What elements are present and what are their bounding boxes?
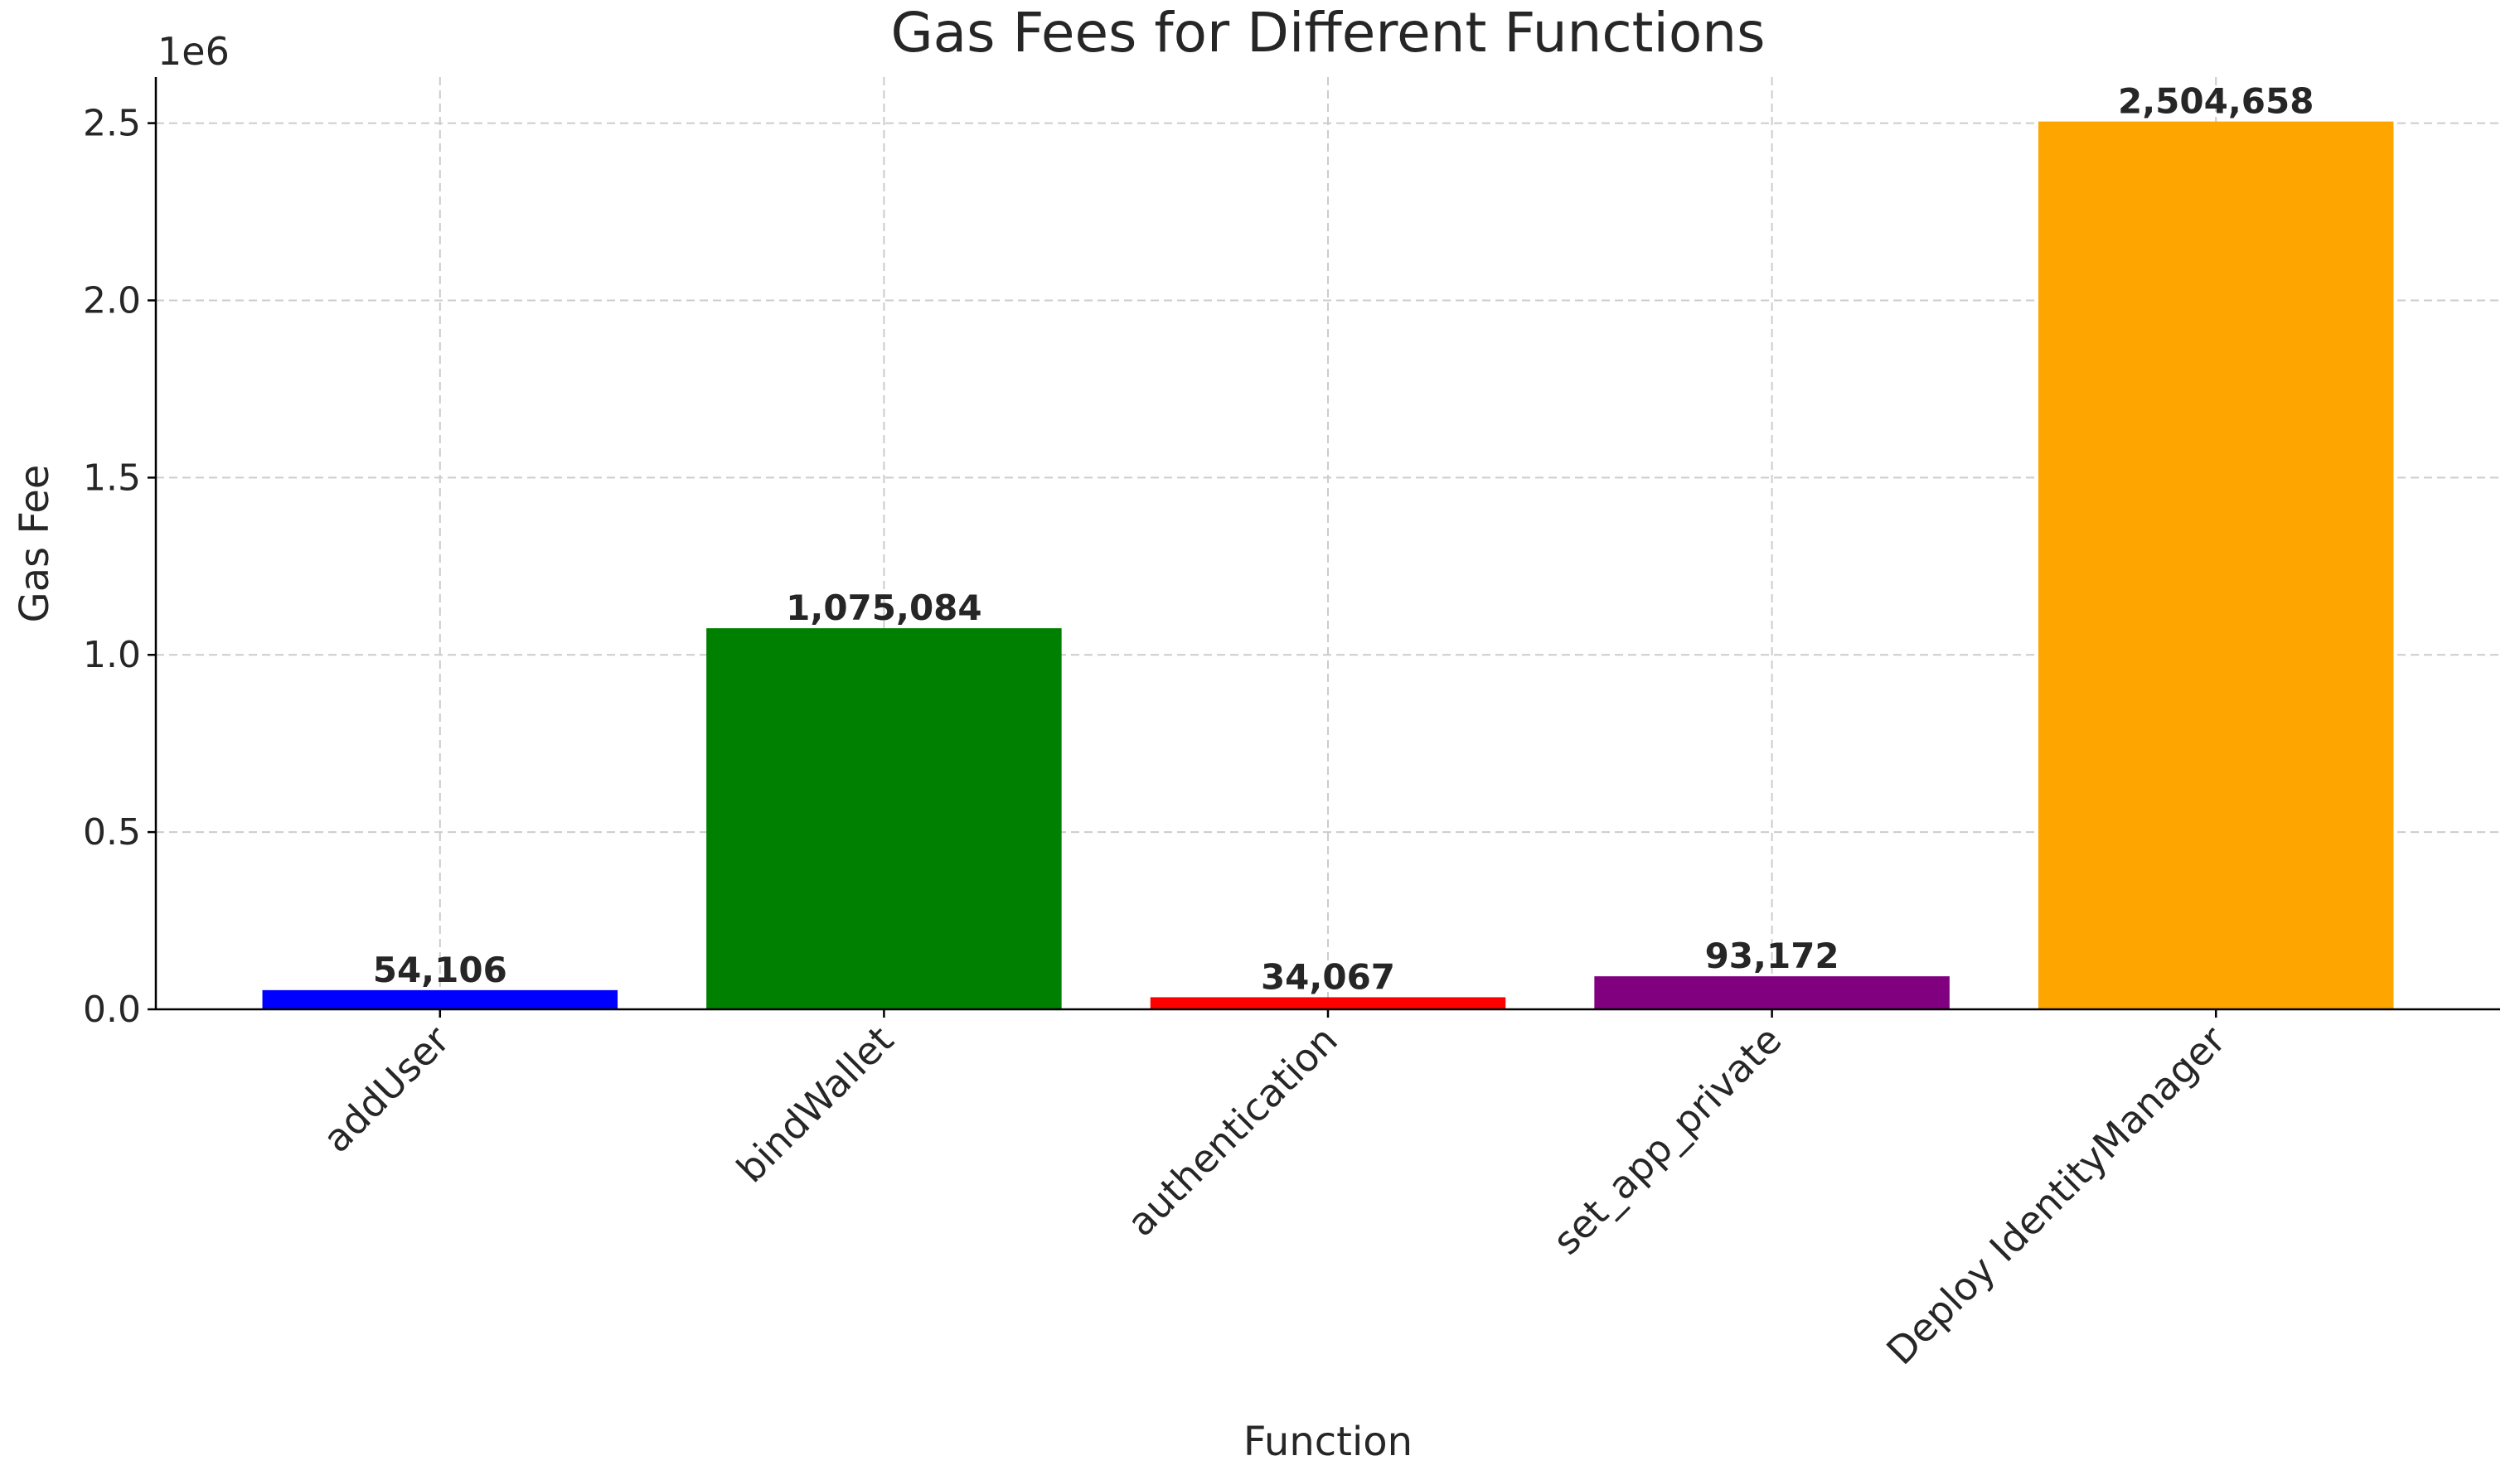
- value-label: 34,067: [1261, 956, 1395, 997]
- y-offset-label: 1e6: [158, 29, 230, 74]
- value-label: 2,504,658: [2118, 81, 2314, 122]
- bar: [1150, 997, 1506, 1009]
- bar: [1594, 976, 1950, 1009]
- y-tick-label: 2.0: [83, 279, 141, 322]
- x-tick-label: authentication: [1118, 1018, 1346, 1245]
- x-axis-label: Function: [1243, 1419, 1413, 1465]
- x-tick-label: Deploy IdentityManager: [1878, 1018, 2234, 1374]
- value-label: 93,172: [1705, 936, 1839, 976]
- bar: [706, 628, 1062, 1009]
- y-tick-label: 1.0: [83, 634, 141, 676]
- y-axis-label: Gas Fee: [12, 465, 58, 623]
- bar: [262, 989, 618, 1009]
- x-tick-label: set_app_private: [1544, 1018, 1791, 1264]
- x-tick-label: addUser: [314, 1018, 458, 1162]
- y-tick-label: 2.5: [83, 103, 141, 145]
- bar: [2038, 121, 2394, 1010]
- y-tick-label: 0.5: [83, 811, 141, 854]
- y-tick-label: 0.0: [83, 989, 141, 1031]
- y-tick-label: 1.5: [83, 457, 141, 499]
- value-label: 54,106: [373, 950, 507, 990]
- value-label: 1,075,084: [786, 588, 981, 628]
- x-tick-label: bindWallet: [728, 1018, 902, 1192]
- chart-title: Gas Fees for Different Functions: [891, 1, 1766, 65]
